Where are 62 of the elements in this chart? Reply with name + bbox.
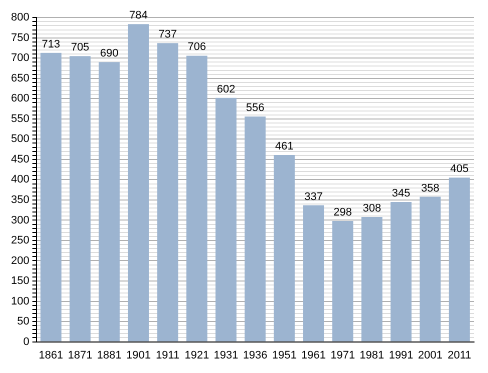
x-tick-label: 1881 [97,349,122,362]
y-tick-label: 800 [10,12,30,24]
y-tick-label: 600 [10,92,30,105]
data-label: 705 [70,42,90,54]
bar [332,221,354,342]
bar [420,196,441,342]
y-tick-label: 450 [10,153,30,166]
bar [186,56,208,342]
data-label: 690 [100,48,118,60]
x-tick-label: 2011 [448,349,472,362]
x-tick-label: 1921 [184,349,210,362]
bar [390,202,412,342]
y-tick-label: 150 [10,275,30,288]
data-label: 737 [158,28,177,41]
x-tick-label: 1861 [38,349,64,362]
data-label: 345 [392,188,410,200]
y-tick-label: 650 [10,72,30,84]
x-tick-label: 1991 [388,349,414,362]
y-tick-label: 200 [10,254,30,267]
x-tick-label: 2001 [418,349,442,362]
bar [98,62,120,342]
x-tick-label: 1901 [126,349,151,362]
y-tick-label: 50 [17,316,30,328]
data-label: 706 [188,41,206,54]
y-tick-label: 550 [10,112,30,125]
data-label: 713 [42,38,60,50]
data-label: 556 [246,102,264,114]
data-label: 461 [275,140,294,153]
y-tick-label: 100 [10,295,30,308]
bar [244,116,266,342]
bar [40,52,62,342]
y-tick-label: 300 [10,214,30,226]
data-label: 602 [216,83,236,96]
x-tick-label: 1961 [301,349,326,362]
x-tick-label: 1871 [68,349,92,362]
data-label: 298 [334,206,352,219]
bar [448,178,470,342]
bar [128,24,149,342]
x-tick-label: 1981 [360,349,384,362]
bar [215,98,237,342]
x-tick-label: 1936 [242,349,268,362]
y-tick-label: 250 [10,234,30,247]
x-tick-label: 1931 [214,349,238,362]
data-label: 405 [450,163,469,176]
data-label: 308 [362,202,382,215]
bar [361,216,382,342]
y-tick-label: 0 [23,336,30,348]
bar [274,154,295,342]
x-tick-label: 1951 [272,349,297,362]
data-label: 358 [421,182,440,194]
y-tick-label: 750 [10,32,30,44]
bar [303,205,324,342]
x-tick-label: 1971 [330,349,355,362]
y-tick-label: 350 [10,194,30,206]
bar [70,56,91,342]
data-label: 337 [304,190,323,203]
data-label: 784 [129,10,148,22]
x-tick-label: 1911 [156,349,180,362]
y-tick-label: 400 [10,174,30,186]
y-tick-label: 500 [10,133,30,146]
y-tick-label: 700 [10,52,30,64]
bar [157,43,178,342]
